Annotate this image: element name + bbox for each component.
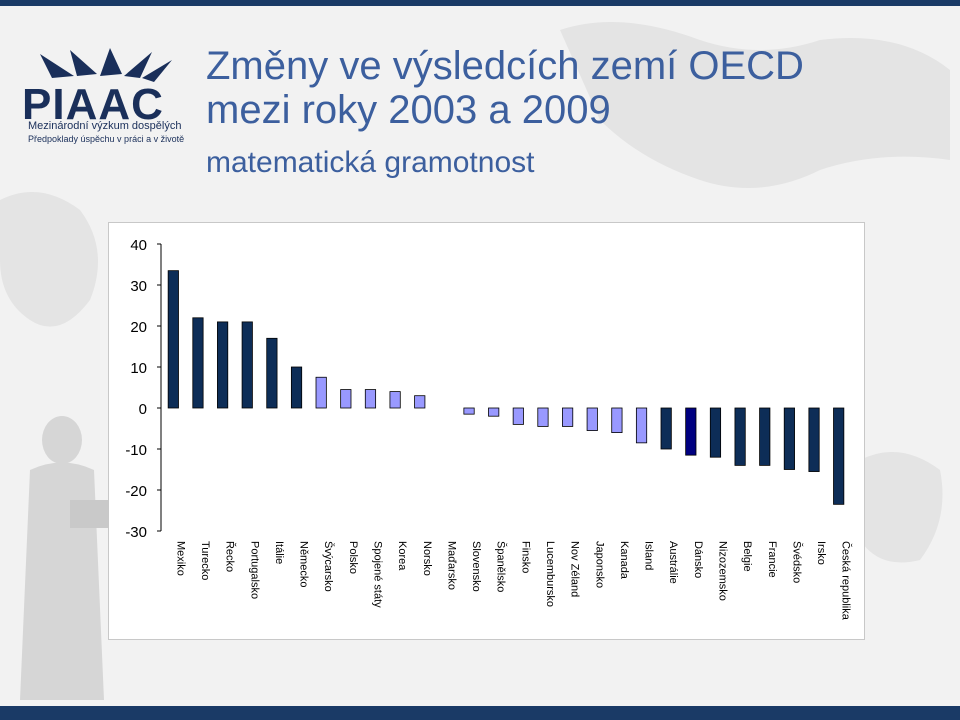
bar	[586, 407, 598, 431]
bar	[783, 407, 795, 470]
category-label: Spojené státy	[371, 541, 383, 608]
y-tick-label: 20	[130, 319, 147, 336]
category-label: Slovensko	[470, 541, 482, 592]
category-label: Japonsko	[593, 541, 605, 588]
y-tick-label: -10	[125, 442, 147, 459]
y-tick-label: 10	[130, 360, 147, 377]
y-tick-label: -20	[125, 483, 147, 500]
bar	[389, 391, 401, 409]
page-subtitle: matematická gramotnost	[206, 146, 535, 179]
category-label: Kanada	[618, 541, 630, 580]
title-line-2: mezi roky 2003 a 2009	[206, 88, 611, 132]
logo-tagline-1: Mezinárodní výzkum dospělých	[28, 120, 182, 132]
bar	[340, 389, 352, 409]
category-label: Island	[643, 541, 655, 570]
page-title: Změny ve výsledcích zemí OECD mezi roky …	[206, 44, 926, 132]
bar	[217, 321, 229, 409]
category-label: Španělsko	[495, 541, 508, 592]
category-label: Maďarsko	[445, 541, 457, 590]
category-label: Turecko	[199, 541, 211, 580]
bar	[759, 407, 771, 466]
y-tick-label: 40	[130, 237, 147, 254]
bar	[512, 407, 524, 425]
bar	[290, 366, 303, 409]
bar	[709, 407, 722, 458]
bar	[241, 321, 253, 409]
title-line-1: Změny ve výsledcích zemí OECD	[206, 44, 804, 88]
bar	[167, 270, 179, 409]
category-label: Nizozemsko	[716, 541, 728, 601]
category-label: Irsko	[815, 541, 827, 565]
category-label: Lucembursko	[544, 541, 556, 607]
y-tick-label: 30	[130, 278, 147, 295]
category-label: Itálie	[273, 541, 285, 564]
category-label: Finsko	[519, 541, 531, 573]
y-tick-label: -30	[125, 524, 147, 541]
bar	[488, 407, 500, 417]
bar	[611, 407, 623, 434]
bar	[414, 395, 426, 409]
chart-panel: 40 30 20 10 0 -10 -20 -30 Mexiko Turecko Řecko Port…	[108, 222, 865, 640]
bottom-bar	[0, 706, 960, 720]
bar-chart: 40 30 20 10 0 -10 -20 -30 Mexiko Turecko Řecko Port…	[125, 237, 853, 621]
y-tick-label: 0	[139, 401, 147, 418]
category-label: Francie	[766, 541, 778, 578]
bar	[833, 407, 845, 505]
logo-tagline-2: Předpoklady úspěchu v práci a v životě	[28, 134, 185, 144]
bar	[192, 317, 204, 409]
bar	[685, 407, 697, 456]
category-label: Portugalsko	[248, 541, 260, 599]
category-label: Dánsko	[692, 541, 704, 578]
bar	[635, 407, 648, 444]
bar	[537, 407, 549, 427]
bar	[734, 407, 746, 466]
category-label: Německo	[298, 541, 310, 587]
category-label: Austrálie	[667, 541, 679, 584]
category-label: Norsko	[421, 541, 433, 576]
category-label: Česká republika	[840, 541, 853, 621]
category-label: Polsko	[347, 541, 359, 574]
category-label: Korea	[396, 541, 408, 571]
category-label: Belgie	[741, 541, 753, 572]
piaac-logo: PIAAC Mezinárodní výzkum dospělých Předp…	[22, 48, 185, 158]
top-bar	[0, 0, 960, 6]
category-label: Nov Zéland	[569, 541, 581, 597]
bar	[266, 337, 278, 409]
bar	[562, 407, 574, 427]
bar	[808, 407, 820, 472]
category-label: Švédsko	[790, 541, 803, 583]
logo-wordmark: PIAAC	[22, 80, 164, 129]
bar	[660, 407, 672, 450]
bar	[315, 376, 327, 409]
logo-wings-icon	[40, 48, 172, 82]
category-label: Řecko	[224, 541, 237, 572]
bar	[463, 407, 475, 415]
category-label: Mexiko	[174, 541, 186, 576]
bar	[364, 389, 377, 409]
category-label: Švýcarsko	[322, 541, 335, 592]
